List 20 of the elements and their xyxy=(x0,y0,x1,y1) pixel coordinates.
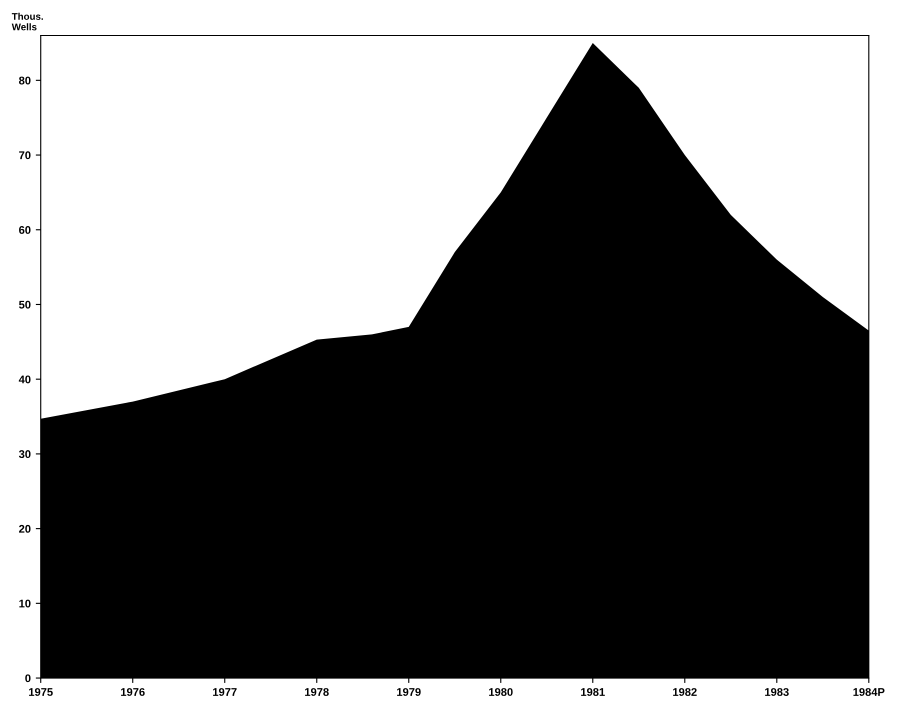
y-tick-label: 70 xyxy=(19,151,31,160)
y-tick-label: 20 xyxy=(19,524,31,533)
x-tick-label: 1984P xyxy=(853,688,884,696)
y-axis-title: Thous. Wells xyxy=(12,12,43,30)
y-tick-label: 40 xyxy=(18,375,31,384)
x-tick-label: 1980 xyxy=(489,688,513,696)
x-tick-label: 1975 xyxy=(29,688,53,696)
y-tick-label: 60 xyxy=(19,226,31,234)
x-tick-label: 1983 xyxy=(765,688,789,696)
y-tick-label: 10 xyxy=(19,600,31,608)
x-tick-label: 1977 xyxy=(213,688,237,696)
x-tick-label: 1978 xyxy=(305,688,329,696)
y-tick-label: 50 xyxy=(18,300,31,309)
y-tick-label: 30 xyxy=(18,450,31,458)
x-tick-label: 1981 xyxy=(581,688,605,696)
y-tick-label: 80 xyxy=(19,76,31,84)
x-tick-label: 1982 xyxy=(673,688,697,696)
x-tick-label: 1979 xyxy=(397,688,421,696)
x-tick-label: 1976 xyxy=(121,688,145,696)
y-tick-label: 0 xyxy=(25,674,31,682)
